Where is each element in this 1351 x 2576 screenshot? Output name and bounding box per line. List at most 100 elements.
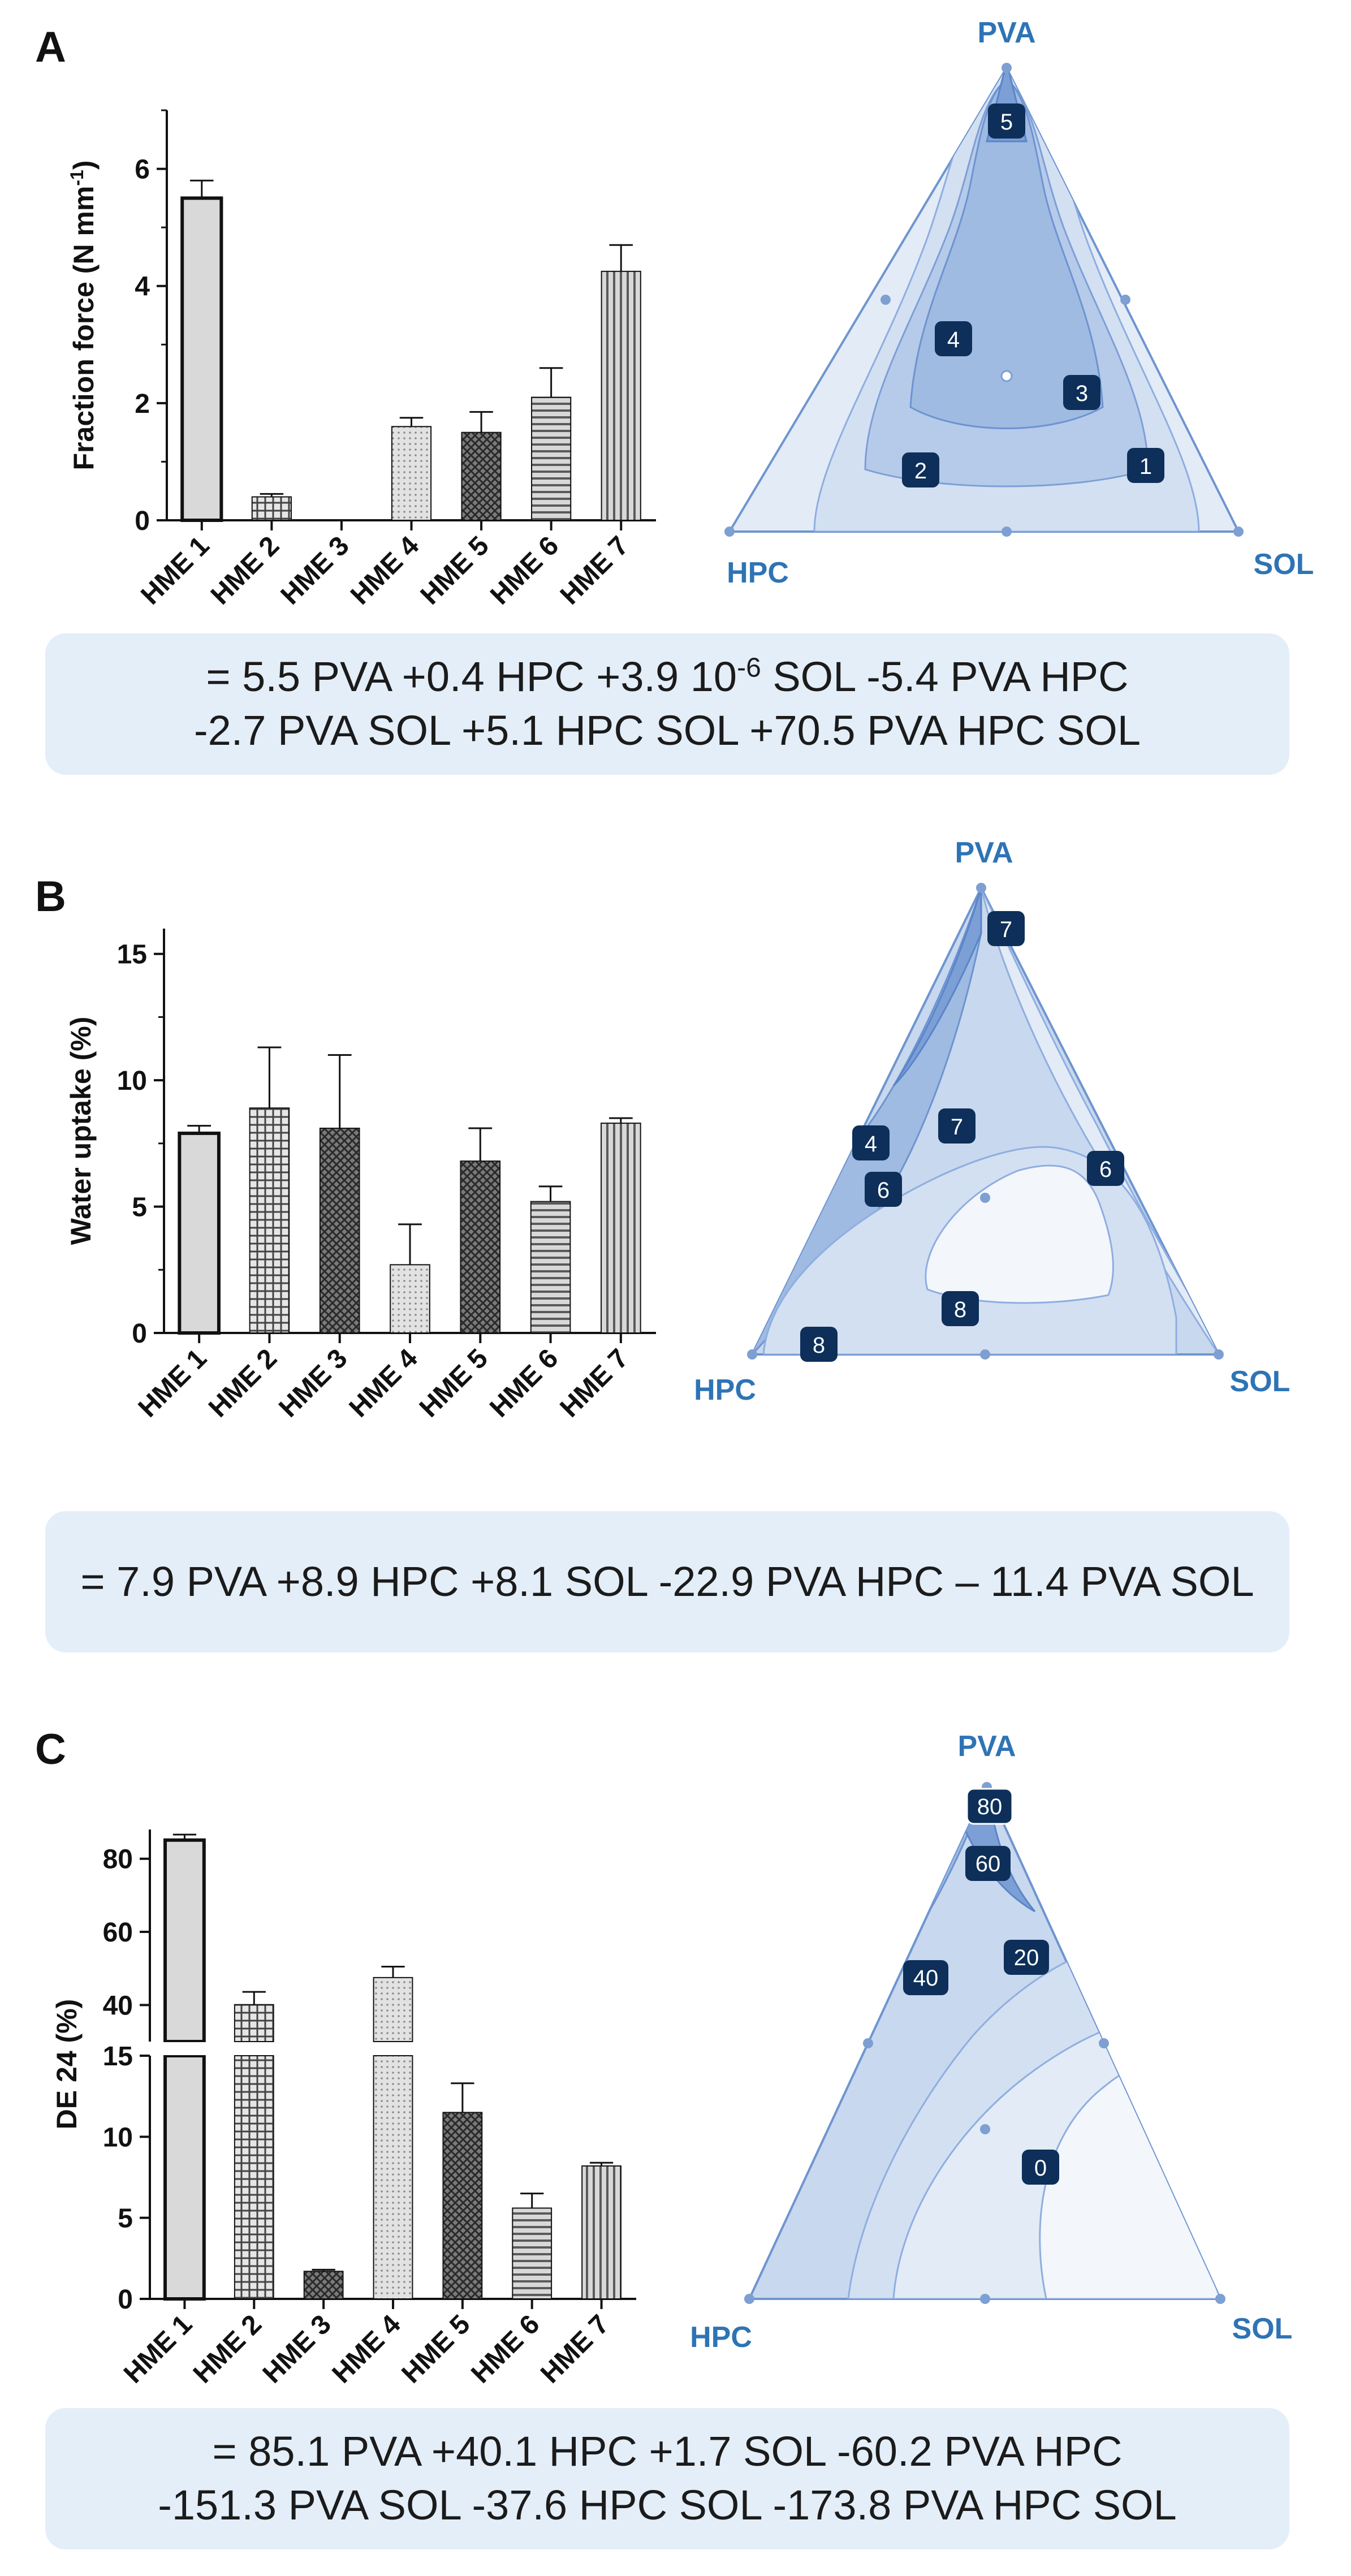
contour-label-6-left: 6 <box>865 1172 902 1207</box>
y-axis: 0 5 10 15 40 60 80 <box>103 1829 151 2315</box>
node-right <box>1233 527 1244 537</box>
corner-label-right: SOL <box>1254 548 1314 581</box>
y-tick-label: 5 <box>118 2204 133 2234</box>
y-tick-label: 15 <box>117 940 147 970</box>
equation-box-a: = 5.5 PVA +0.4 HPC +3.9 10-6 SOL -5.4 PV… <box>45 633 1289 775</box>
contour-region-right-strip <box>980 888 1219 1354</box>
node-center <box>980 2124 990 2134</box>
svg-text:7: 7 <box>1000 917 1012 942</box>
bar-hme-6 <box>531 396 572 521</box>
bar-hme-7 <box>601 1123 641 1334</box>
svg-text:4: 4 <box>947 327 960 352</box>
y-axis-label-end: ) <box>68 161 100 170</box>
bar-hme-4-upper <box>373 1977 413 2043</box>
bar-hme-6 <box>512 2207 553 2300</box>
corner-label-right: SOL <box>1230 1365 1290 1398</box>
svg-text:4: 4 <box>865 1132 877 1157</box>
contour-label-8-center: 8 <box>942 1291 979 1326</box>
ternary-plot-a: PVA HPC SOL 5 4 3 2 1 <box>724 16 1314 589</box>
bar-hme-4 <box>391 426 432 521</box>
svg-text:2: 2 <box>914 459 927 484</box>
bar-hme-1-lower <box>163 2054 206 2301</box>
y-tick-label: 6 <box>135 155 150 185</box>
node-bottom-mid <box>980 1349 990 1360</box>
contour-label-40: 40 <box>903 1960 948 1995</box>
svg-text:0: 0 <box>1034 2156 1047 2181</box>
y-axis-label-text: DE 24 (%) <box>51 1999 83 2130</box>
contour-label-60: 60 <box>965 1846 1011 1881</box>
panel-letter: B <box>35 873 66 921</box>
node-left-mid <box>880 295 891 305</box>
bar-hme-7 <box>581 2165 621 2300</box>
y-tick-label: 10 <box>117 1066 147 1096</box>
contour-label-20: 20 <box>1004 1940 1049 1975</box>
equation-line: = 85.1 PVA +40.1 HPC +1.7 SOL -60.2 PVA … <box>212 2428 1123 2475</box>
svg-text:6: 6 <box>877 1178 890 1203</box>
contour-label-4: 4 <box>935 321 972 356</box>
equation-line: -2.7 PVA SOL +5.1 HPC SOL +70.5 PVA HPC … <box>193 707 1141 754</box>
node-left <box>744 2294 754 2304</box>
contour-label-1: 1 <box>1127 448 1164 483</box>
y-tick-label: 10 <box>103 2122 133 2152</box>
bar-hme-2 <box>249 1107 290 1334</box>
svg-text:5: 5 <box>1000 110 1013 135</box>
panel-c: C 0 5 10 15 40 60 80 DE 24 (%) HME 1 HME 2 HME 3 HM… <box>0 1708 1351 2576</box>
bar-hme-4 <box>390 1264 430 1334</box>
equation-box-b: = 7.9 PVA +8.9 HPC +8.1 SOL -22.9 PVA HP… <box>45 1511 1289 1652</box>
svg-text:7: 7 <box>951 1115 963 1140</box>
svg-text:8: 8 <box>813 1333 825 1358</box>
contour-label-8-left: 8 <box>800 1327 838 1362</box>
node-right-mid <box>1099 2038 1109 2048</box>
node-left <box>747 1349 757 1360</box>
corner-label-top: PVA <box>955 836 1013 869</box>
contour-label-5: 5 <box>988 103 1025 139</box>
node-left <box>724 527 735 537</box>
bar-hme-3 <box>319 1128 360 1334</box>
y-axis-label: DE 24 (%) <box>51 1999 83 2130</box>
bar-hme-3 <box>303 2271 344 2299</box>
contour-label-2: 2 <box>902 452 939 487</box>
y-tick-label: 2 <box>135 389 150 419</box>
y-axis-label: Water uptake (%) <box>65 1017 97 1245</box>
corner-label-left: HPC <box>690 2321 752 2354</box>
svg-text:60: 60 <box>976 1852 1001 1876</box>
bar-hme-5 <box>460 1160 501 1334</box>
svg-text:20: 20 <box>1014 1945 1039 1970</box>
bar-hme-7 <box>601 270 641 521</box>
y-tick-label: 80 <box>103 1845 133 1875</box>
contour-label-3: 3 <box>1063 375 1100 410</box>
bar-hme-6 <box>530 1201 571 1334</box>
node-right-mid <box>1120 295 1130 305</box>
y-tick-label: 0 <box>135 506 150 536</box>
bar-hme-4-lower <box>373 2055 413 2299</box>
equation-box-c: = 85.1 PVA +40.1 HPC +1.7 SOL -60.2 PVA … <box>45 2408 1289 2549</box>
axis-break-gap <box>231 2042 277 2055</box>
contour-label-4: 4 <box>852 1125 890 1160</box>
y-tick-label: 40 <box>103 1991 133 2021</box>
equation-line: = 5.5 PVA +0.4 HPC +3.9 10-6 SOL -5.4 PV… <box>206 653 1129 701</box>
node-center <box>980 1193 990 1203</box>
corner-label-left: HPC <box>694 1374 756 1406</box>
svg-text:1: 1 <box>1139 454 1152 479</box>
axis-break-gap <box>162 2042 208 2055</box>
y-tick-label: 15 <box>103 2042 133 2072</box>
y-tick-label: 0 <box>118 2285 133 2315</box>
y-tick-label: 60 <box>103 1918 133 1948</box>
contour-label-7-top: 7 <box>987 911 1025 946</box>
node-top <box>976 883 986 893</box>
svg-text:80: 80 <box>977 1794 1003 1819</box>
panel-letter: C <box>35 1725 66 1774</box>
corner-label-right: SOL <box>1232 2312 1293 2345</box>
svg-text:8: 8 <box>954 1297 966 1322</box>
equation-line: = 7.9 PVA +8.9 HPC +8.1 SOL -22.9 PVA HP… <box>80 1557 1254 1605</box>
ternary-plot-b: PVA HPC SOL 7 7 4 6 6 8 8 <box>694 836 1290 1406</box>
bar-hme-5 <box>461 432 502 521</box>
contour-label-6-right: 6 <box>1087 1151 1124 1186</box>
svg-text:3: 3 <box>1076 381 1088 406</box>
corner-label-left: HPC <box>727 556 789 589</box>
